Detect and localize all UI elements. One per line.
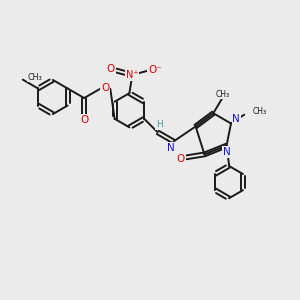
Text: O: O <box>80 115 88 125</box>
Text: N: N <box>232 114 240 124</box>
Text: CH₃: CH₃ <box>27 73 42 82</box>
Text: O: O <box>107 64 115 74</box>
Text: O: O <box>101 83 110 93</box>
Text: H: H <box>156 121 163 130</box>
Text: CH₃: CH₃ <box>216 90 230 99</box>
Text: N: N <box>167 143 175 153</box>
Text: O⁻: O⁻ <box>148 64 162 75</box>
Text: O: O <box>177 154 185 164</box>
Text: N: N <box>223 147 230 157</box>
Text: O: O <box>101 83 110 93</box>
Text: CH₃: CH₃ <box>253 106 267 116</box>
Text: N⁺: N⁺ <box>126 70 139 80</box>
